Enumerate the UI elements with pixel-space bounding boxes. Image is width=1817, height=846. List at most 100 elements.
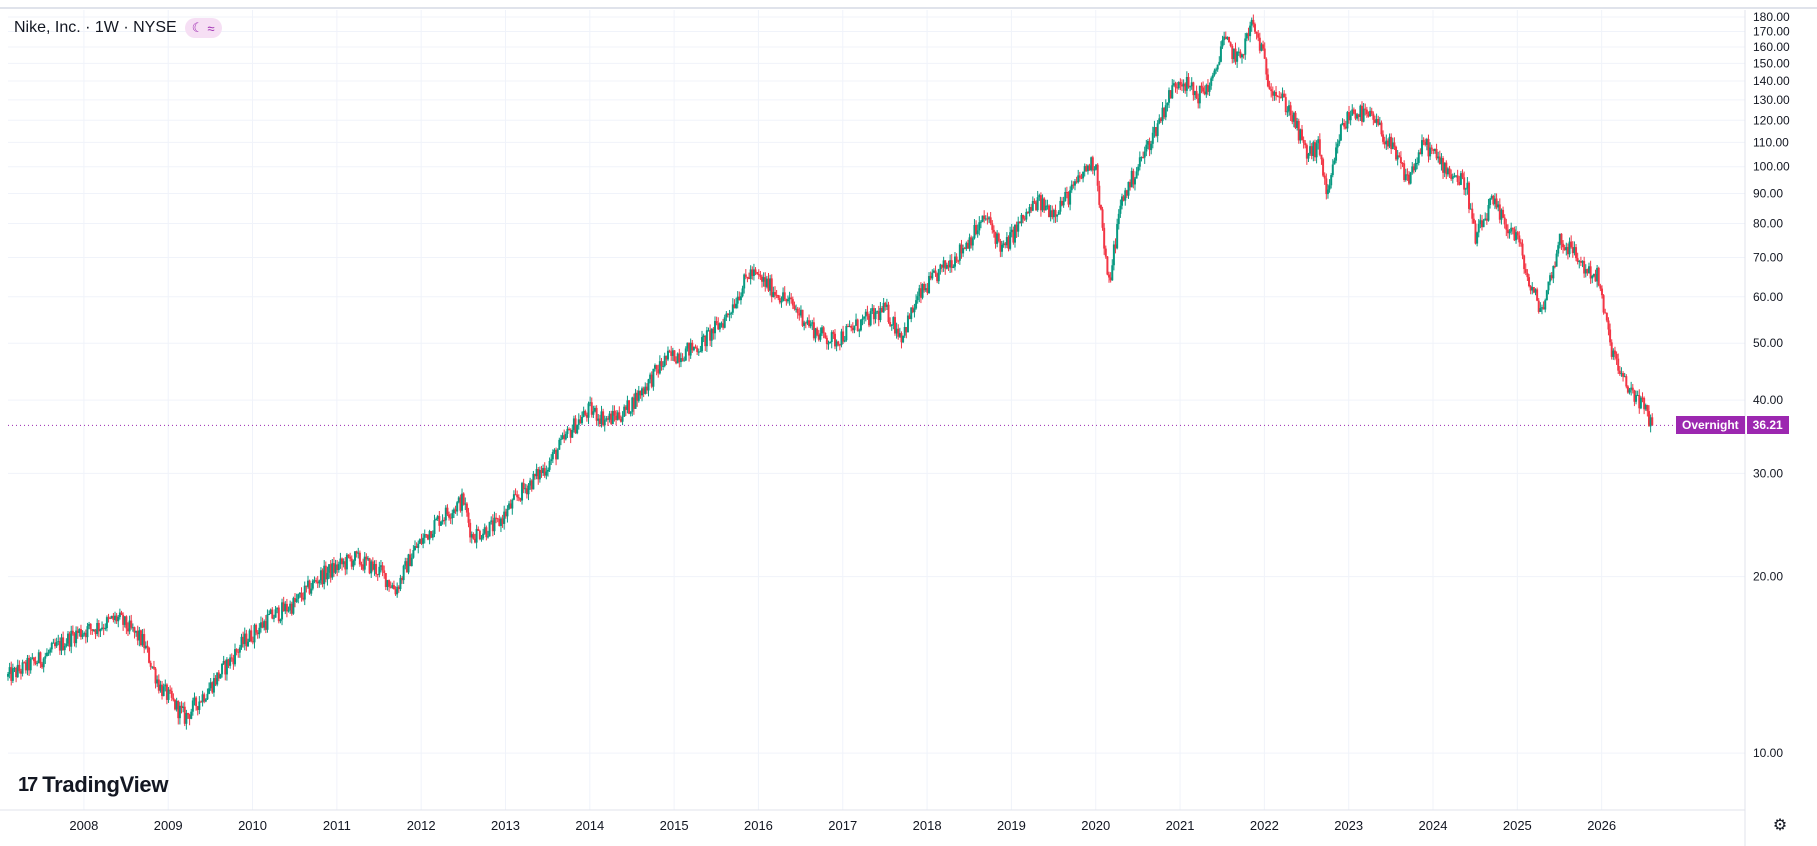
candle[interactable] [21,659,24,677]
candle[interactable] [842,325,845,345]
candle-body[interactable] [535,469,538,477]
candle-body[interactable] [97,622,100,632]
candle-body[interactable] [652,368,655,387]
candle-body[interactable] [114,615,117,621]
candle[interactable] [488,521,491,537]
candle-body[interactable] [859,319,862,331]
candle-body[interactable] [816,328,819,335]
candle[interactable] [885,298,888,310]
candle-body[interactable] [1185,76,1188,91]
candle[interactable] [1430,144,1433,155]
candle-body[interactable] [788,297,791,300]
candle-body[interactable] [1083,166,1086,172]
candle-body[interactable] [887,304,890,323]
candle[interactable] [1487,198,1490,222]
candle-body[interactable] [801,309,804,326]
candle[interactable] [799,305,802,318]
candle-body[interactable] [1550,275,1553,279]
candle-body[interactable] [1505,224,1508,230]
candle[interactable] [851,322,854,334]
candle-body[interactable] [1510,227,1513,232]
candle-body[interactable] [1600,288,1603,296]
candle[interactable] [785,298,788,306]
candle[interactable] [506,505,509,523]
candle-body[interactable] [439,521,442,526]
candle-body[interactable] [1365,109,1368,115]
candle-body[interactable] [139,630,142,646]
candle-body[interactable] [42,658,45,668]
candle[interactable] [1510,222,1513,235]
candle[interactable] [534,473,537,480]
candle-body[interactable] [258,627,261,635]
candle-body[interactable] [1015,224,1018,232]
candle-body[interactable] [281,602,284,620]
candle[interactable] [1177,81,1180,90]
candle-body[interactable] [1085,166,1088,172]
candle[interactable] [1009,226,1012,251]
candle[interactable] [1620,367,1623,377]
candle[interactable] [628,400,631,415]
candle[interactable] [692,346,695,352]
candle[interactable] [720,321,723,328]
candle-body[interactable] [1028,207,1031,214]
candle-body[interactable] [355,551,358,554]
candle-body[interactable] [1558,233,1561,246]
candle-body[interactable] [671,350,674,356]
candle-body[interactable] [84,632,87,638]
candle[interactable] [905,326,908,339]
candle[interactable] [70,625,73,654]
candle[interactable] [884,301,887,311]
candle-body[interactable] [344,561,347,570]
candle[interactable] [644,382,647,395]
candle[interactable] [1044,199,1047,211]
candle-body[interactable] [738,296,741,301]
candle[interactable] [407,553,410,575]
candle[interactable] [355,550,358,558]
candle-body[interactable] [1297,121,1300,141]
candle-body[interactable] [1001,244,1004,252]
candle-body[interactable] [1540,307,1543,309]
candle[interactable] [610,410,613,425]
candle-body[interactable] [1477,223,1480,233]
candle-body[interactable] [1356,114,1359,119]
candle[interactable] [595,405,598,426]
candle-body[interactable] [735,303,738,308]
candle[interactable] [1565,242,1568,256]
candle[interactable] [253,623,256,649]
candle[interactable] [845,324,848,342]
candle[interactable] [869,308,872,327]
candle[interactable] [425,533,428,538]
candle-body[interactable] [1604,312,1607,314]
candle-body[interactable] [992,229,995,233]
candle[interactable] [600,405,603,428]
candle[interactable] [790,293,793,304]
candle-body[interactable] [1179,82,1182,85]
candle-body[interactable] [673,350,676,362]
candle-body[interactable] [1161,107,1164,122]
candle[interactable] [1236,51,1239,68]
candle-body[interactable] [503,511,506,524]
candle-body[interactable] [264,621,267,630]
candle[interactable] [623,404,626,417]
candle-body[interactable] [532,473,535,490]
candle-body[interactable] [323,565,326,585]
candle-body[interactable] [221,663,224,675]
candle-body[interactable] [414,546,417,551]
candle-body[interactable] [1059,200,1062,212]
candle[interactable] [97,620,100,638]
candle[interactable] [908,313,911,320]
candle-body[interactable] [662,365,665,367]
candle-body[interactable] [1039,195,1042,211]
candle-body[interactable] [70,630,73,647]
candle-body[interactable] [222,661,225,664]
candle[interactable] [735,297,738,310]
candle-body[interactable] [1338,140,1341,144]
candle[interactable] [953,252,956,271]
candle[interactable] [1388,133,1391,149]
candle-body[interactable] [1490,195,1493,199]
candle[interactable] [833,329,836,350]
candle-body[interactable] [303,585,306,600]
candle-body[interactable] [214,678,217,685]
candle-body[interactable] [1346,112,1349,129]
candle-body[interactable] [593,407,596,412]
